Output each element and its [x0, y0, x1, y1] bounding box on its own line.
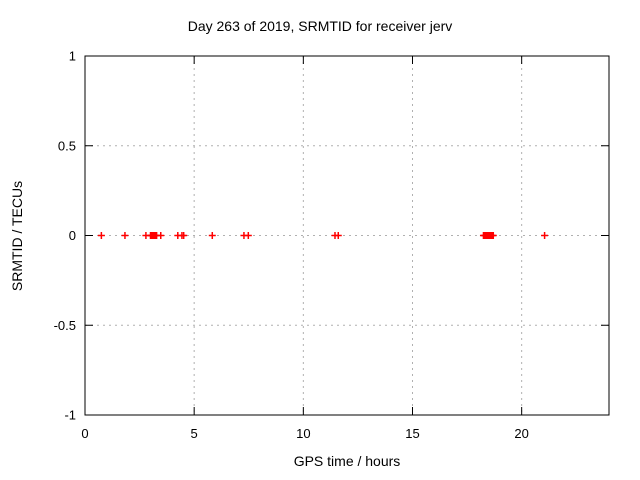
- data-point-marker: [157, 232, 165, 239]
- y-tick-label: 0.5: [58, 138, 76, 153]
- x-tick-label: 0: [81, 426, 88, 441]
- data-point-marker: [334, 232, 342, 239]
- y-tick-label: 0: [69, 228, 76, 243]
- y-tick-label: 1: [69, 49, 76, 64]
- x-tick-label: 20: [514, 426, 528, 441]
- chart-title: Day 263 of 2019, SRMTID for receiver jer…: [187, 18, 453, 34]
- x-axis-label: GPS time / hours: [293, 453, 401, 469]
- y-tick-label: -0.5: [54, 318, 76, 333]
- x-tick-label: 10: [296, 426, 310, 441]
- x-tick-label: 5: [191, 426, 198, 441]
- data-point-marker: [208, 232, 216, 239]
- x-tick-label: 15: [405, 426, 419, 441]
- y-tick-label: -1: [64, 408, 76, 423]
- data-point-marker: [541, 232, 549, 239]
- data-point-marker: [121, 232, 129, 239]
- data-point-marker: [244, 232, 252, 239]
- data-point-marker: [180, 232, 188, 239]
- data-point-marker: [97, 232, 105, 239]
- data-point-marker: [489, 232, 497, 239]
